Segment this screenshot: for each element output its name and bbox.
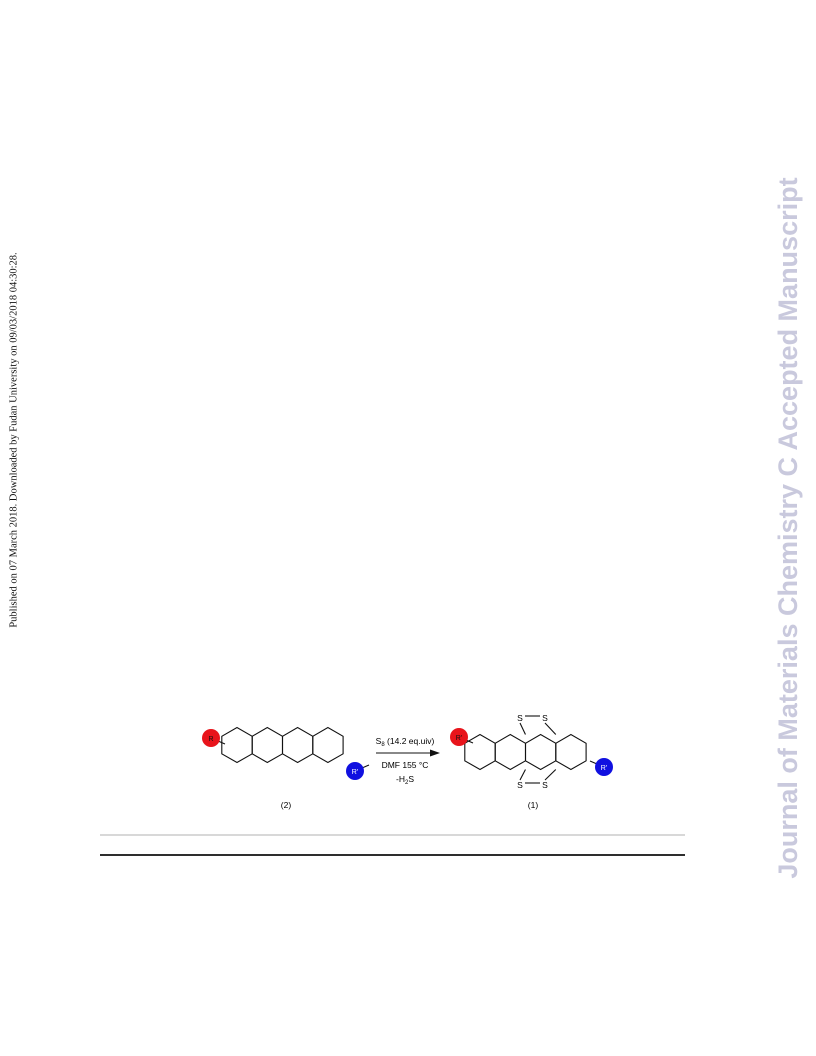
ring xyxy=(221,726,253,764)
substituent xyxy=(202,729,220,747)
substituent-label: R xyxy=(208,736,213,743)
bond xyxy=(544,769,557,781)
condition-part: S xyxy=(376,736,382,746)
condition: -H2S xyxy=(396,774,414,786)
condition-sub: 2 xyxy=(405,780,409,786)
compound-label: (2) xyxy=(281,800,292,810)
condition-part: (14.2 eq.uiv) xyxy=(385,736,435,746)
condition: S8 (14.2 eq.uiv) xyxy=(376,736,435,748)
atom: S xyxy=(517,713,523,723)
ring xyxy=(494,733,527,771)
bond xyxy=(519,722,526,735)
condition: DMF 155 °C xyxy=(382,760,429,770)
substituent-label: R' xyxy=(601,765,607,772)
substituent xyxy=(346,762,364,780)
arrow-head xyxy=(430,749,440,757)
atom: S xyxy=(517,780,523,790)
substituent xyxy=(450,728,468,746)
scheme: R R' R' R' S S S S xyxy=(202,713,613,790)
ring xyxy=(555,733,587,771)
compound-label: (1) xyxy=(528,800,539,810)
ring xyxy=(312,726,344,764)
condition-part: -H xyxy=(396,774,405,784)
substituent-label: R' xyxy=(456,735,462,742)
ring xyxy=(251,726,284,764)
bond xyxy=(519,769,526,781)
substituent-label: R' xyxy=(352,769,358,776)
atom: S xyxy=(542,780,548,790)
ring xyxy=(464,733,496,771)
atom: S xyxy=(542,713,548,723)
ring xyxy=(281,726,314,764)
bond xyxy=(544,722,557,735)
ring xyxy=(524,733,557,771)
watermark: Journal of Materials Chemistry C Accepte… xyxy=(773,177,803,878)
condition-part: S xyxy=(408,774,414,784)
side-note: Published on 07 March 2018. Downloaded b… xyxy=(8,252,19,627)
condition-sub: 8 xyxy=(381,742,385,748)
substituent xyxy=(595,758,613,776)
